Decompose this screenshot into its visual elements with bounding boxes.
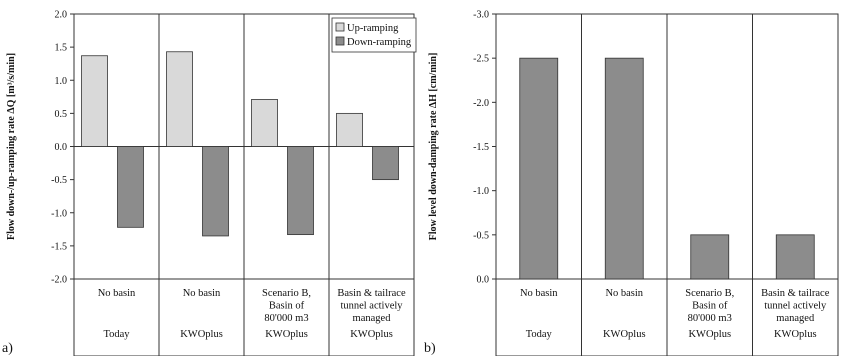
- y-tick-label: 0.0: [477, 275, 490, 286]
- category-label: tunnel actively: [764, 301, 827, 312]
- y-tick-label: -1.5: [473, 142, 489, 153]
- category-label: No basin: [605, 288, 643, 299]
- group-label: KWOplus: [603, 329, 646, 340]
- category-label: managed: [776, 313, 815, 324]
- legend-swatch: [335, 22, 345, 32]
- chart-panel-b: -3.0 -2.5 -2.0 -1.5 -1.0 -0.5 0.0 No basin Today…: [424, 10, 839, 356]
- y-tick-label: -0.5: [473, 230, 489, 241]
- category-label: No basin: [183, 288, 221, 299]
- y-tick-label: 1.5: [55, 43, 68, 54]
- category-label: Scenario B,: [685, 288, 734, 299]
- legend: Up-ramping Down-ramping: [331, 17, 417, 53]
- category-label: Scenario B,: [262, 288, 311, 299]
- panel-label: a): [2, 341, 13, 356]
- legend-swatch: [335, 36, 345, 46]
- bar-down-ramping-2: [287, 146, 314, 236]
- category-label: 80'000 m3: [688, 313, 732, 324]
- legend-entry: Down-ramping: [347, 37, 412, 48]
- bar-down-ramping-1: [202, 146, 229, 237]
- category-label: No basin: [520, 288, 558, 299]
- panel-label: b): [424, 341, 436, 356]
- y-tick-label: 0.5: [55, 109, 68, 120]
- category-label: No basin: [98, 288, 136, 299]
- y-axis-label: Flow down-/up-ramping rate ΔQ [m³/s/min]: [6, 53, 17, 240]
- category-label: Basin of: [269, 301, 305, 312]
- legend-entry: Up-ramping: [347, 23, 399, 34]
- y-tick-label: -1.5: [51, 241, 67, 252]
- bar-value-1: [604, 57, 644, 280]
- bar-up-ramping-2: [251, 99, 278, 147]
- bar-value-3: [775, 234, 815, 280]
- category-label: managed: [353, 313, 392, 324]
- y-tick-label: 0.0: [55, 142, 68, 153]
- bar-down-ramping-3: [372, 146, 399, 181]
- y-tick-label: -2.0: [51, 275, 67, 286]
- group-label: Today: [103, 329, 130, 340]
- category-label: 80'000 m3: [264, 313, 308, 324]
- bar-value-2: [690, 234, 730, 280]
- y-axis-label: Flow level down-damping rate ΔH [cm/min]: [428, 53, 439, 241]
- bar-value-0: [519, 57, 559, 280]
- bar-up-ramping-1: [166, 51, 193, 147]
- group-label: KWOplus: [180, 329, 223, 340]
- category-label: Basin & tailrace: [761, 288, 830, 299]
- group-label: KWOplus: [265, 329, 308, 340]
- y-tick-label: 1.0: [55, 76, 68, 87]
- y-tick-label: -2.5: [473, 54, 489, 65]
- category-label: Basin & tailrace: [337, 288, 406, 299]
- y-tick-label: 2.0: [55, 10, 68, 21]
- group-label: Today: [526, 329, 553, 340]
- group-label: KWOplus: [350, 329, 393, 340]
- group-label: KWOplus: [688, 329, 731, 340]
- category-label: Basin of: [692, 301, 728, 312]
- group-label: KWOplus: [774, 329, 817, 340]
- y-tick-label: -3.0: [473, 10, 489, 21]
- y-tick-label: -0.5: [51, 175, 67, 186]
- bar-up-ramping-3: [336, 112, 363, 147]
- legend-box: [331, 17, 417, 53]
- category-label: tunnel actively: [340, 301, 403, 312]
- y-tick-label: -2.0: [473, 98, 489, 109]
- y-tick-label: -1.0: [51, 208, 67, 219]
- bar-up-ramping-0: [81, 55, 108, 147]
- y-tick-label: -1.0: [473, 186, 489, 197]
- chart-panel-a: 2.0 1.5 1.0 0.5 0.0 -0.5 -1.0 -1.5 -2.0 No basin T…: [2, 10, 417, 356]
- bar-down-ramping-0: [117, 146, 144, 228]
